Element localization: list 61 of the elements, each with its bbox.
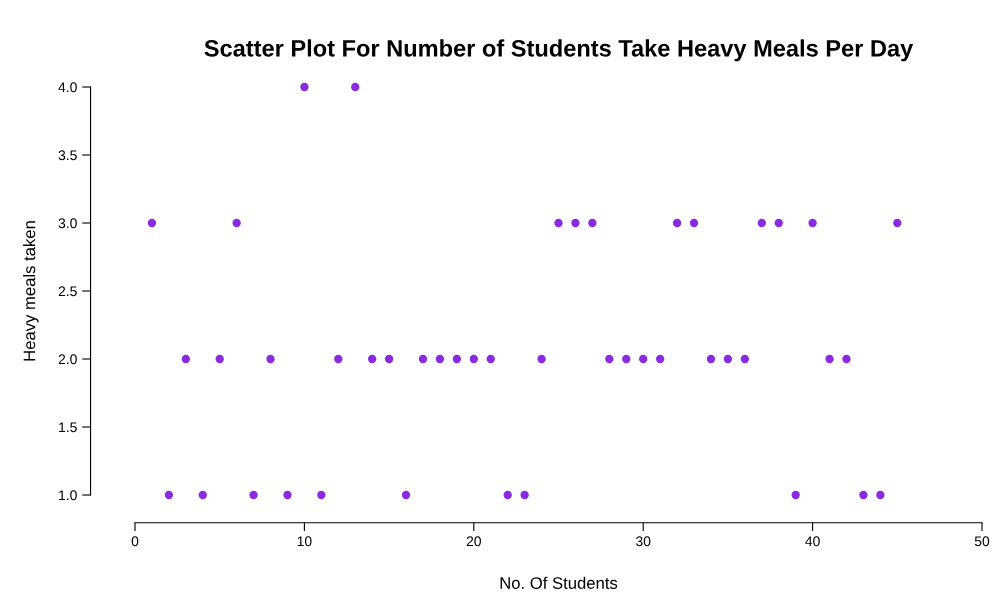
point <box>401 490 411 500</box>
point <box>893 218 902 228</box>
point <box>181 354 190 364</box>
point <box>300 82 309 92</box>
point <box>740 354 750 364</box>
y-tick-label: 3.0 <box>58 218 77 229</box>
x-tick-label: 50 <box>974 536 990 547</box>
point <box>317 490 326 500</box>
chart-title: Scatter Plot For Number of Students Take Heavy Meals Per Day <box>204 39 914 62</box>
point <box>351 82 360 92</box>
point <box>283 490 292 500</box>
point <box>452 354 462 364</box>
x-tick-label: 30 <box>636 536 651 547</box>
point <box>774 218 783 228</box>
point <box>215 354 224 364</box>
point <box>418 354 428 364</box>
point <box>842 354 851 364</box>
point <box>266 354 275 364</box>
point <box>808 218 817 228</box>
point <box>147 218 157 228</box>
y-tick-label: 4.0 <box>58 82 77 93</box>
y-tick-label: 1.0 <box>59 490 77 501</box>
y-tick-label: 2.5 <box>58 286 77 297</box>
point <box>605 354 614 364</box>
point <box>503 490 512 500</box>
point <box>486 354 495 364</box>
point <box>435 354 445 364</box>
x-axis-title: No. Of Students <box>500 576 618 589</box>
point <box>554 218 563 228</box>
point <box>723 354 733 364</box>
y-tick-label: 1.5 <box>59 422 77 433</box>
y-tick-label: 2.0 <box>58 354 77 365</box>
point <box>469 354 478 364</box>
y-axis-title: Heavy meals taken <box>23 221 39 361</box>
point <box>232 218 241 228</box>
point <box>588 218 597 228</box>
point <box>655 354 665 364</box>
point <box>757 218 766 228</box>
point <box>164 490 174 500</box>
point <box>876 490 885 500</box>
point <box>672 218 682 228</box>
point <box>537 354 546 364</box>
x-tick-label: 40 <box>805 536 820 547</box>
point <box>622 354 631 364</box>
point <box>859 490 868 500</box>
point <box>198 490 207 500</box>
point <box>571 218 580 228</box>
point <box>825 354 834 364</box>
y-tick-label: 3.5 <box>58 150 77 161</box>
x-tick-label: 20 <box>466 536 481 547</box>
x-tick-label: 10 <box>297 536 312 547</box>
point <box>367 354 377 364</box>
point <box>249 490 258 500</box>
point <box>706 354 716 364</box>
point <box>384 354 394 364</box>
point <box>689 218 699 228</box>
x-tick-label: 0 <box>131 536 139 547</box>
point <box>334 354 343 364</box>
point <box>520 490 529 500</box>
point <box>639 354 648 364</box>
point <box>791 490 800 500</box>
